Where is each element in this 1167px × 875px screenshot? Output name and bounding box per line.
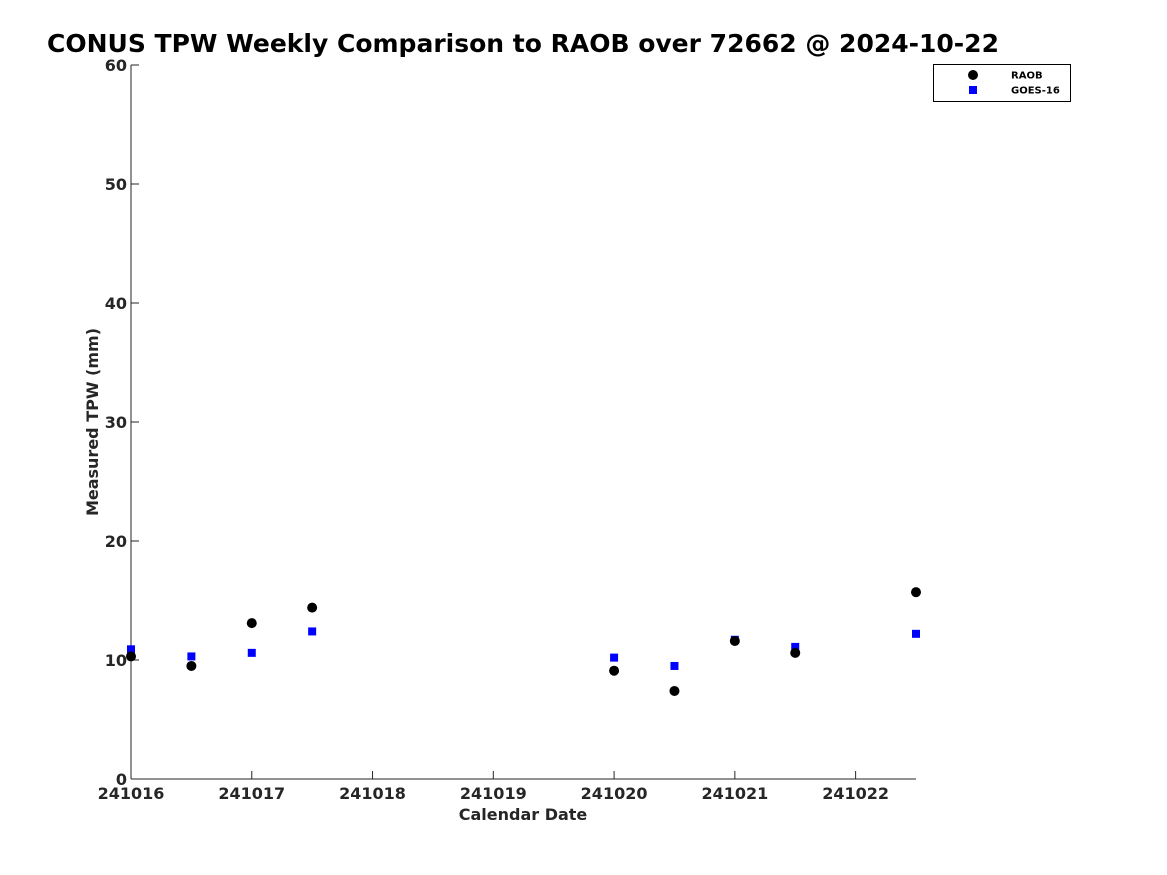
legend-raob-marker (968, 70, 978, 80)
y-axis-ticks: 0 10 20 30 40 50 60 (105, 56, 139, 789)
legend: RAOB GOES-16 (933, 64, 1071, 102)
goes-16-point (791, 642, 800, 651)
data-marks (126, 587, 921, 696)
raob-point (729, 635, 740, 646)
raob-point (790, 647, 801, 658)
y-tick-label: 20 (105, 532, 127, 551)
goes-16-point (308, 627, 317, 636)
y-tick-label: 40 (105, 294, 127, 313)
x-tick-label: 241020 (581, 784, 648, 803)
axes (130, 65, 916, 780)
y-axis-label: Measured TPW (mm) (83, 328, 102, 516)
goes-16-point (670, 661, 679, 670)
y-tick-label: 0 (116, 770, 127, 789)
x-tick-label: 241019 (460, 784, 527, 803)
goes-16-point (187, 652, 196, 661)
goes-16-point (610, 653, 619, 662)
x-tick-label: 241022 (822, 784, 889, 803)
chart-title: CONUS TPW Weekly Comparison to RAOB over… (47, 29, 999, 58)
y-tick-label: 30 (105, 413, 127, 432)
x-axis-label: Calendar Date (459, 805, 588, 824)
raob-point (609, 665, 620, 676)
x-tick-label: 241018 (339, 784, 406, 803)
raob-point (246, 618, 257, 629)
raob-point (669, 685, 680, 696)
y-tick-label: 50 (105, 175, 127, 194)
goes-16-point (912, 629, 920, 638)
raob-point (911, 587, 921, 598)
goes-16-point (127, 645, 135, 654)
raob-point (126, 651, 136, 662)
goes-16-point (247, 648, 256, 657)
y-tick-label: 10 (105, 651, 127, 670)
x-axis-ticks: 241016 241017 241018 241019 241020 241021 2410… (98, 771, 889, 803)
x-tick-label: 241017 (218, 784, 285, 803)
legend-goes-16-label: GOES-16 (1011, 86, 1060, 97)
legend-raob-label: RAOB (1011, 71, 1043, 82)
raob-point (307, 602, 318, 613)
y-tick-label: 60 (105, 56, 127, 75)
x-tick-label: 241021 (701, 784, 768, 803)
raob-point (186, 660, 197, 671)
legend-box (933, 64, 1071, 102)
legend-goes-16-marker (969, 86, 977, 94)
x-tick-label: 241016 (98, 784, 165, 803)
